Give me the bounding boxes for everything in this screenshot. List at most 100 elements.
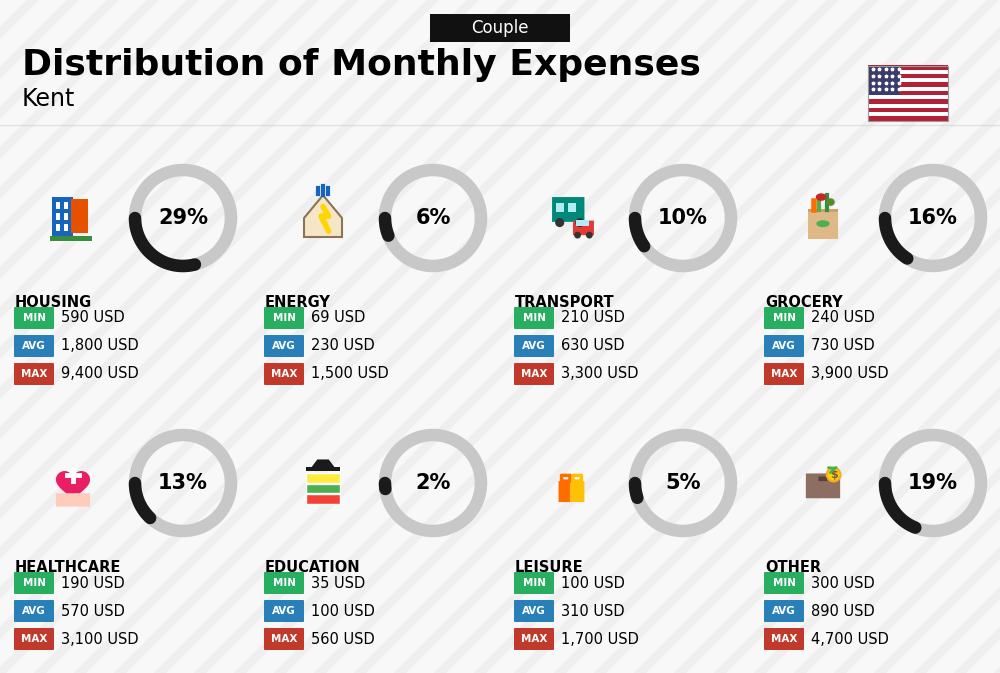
FancyBboxPatch shape <box>868 73 948 78</box>
Text: AVG: AVG <box>522 606 546 616</box>
Text: MIN: MIN <box>22 578 46 588</box>
FancyBboxPatch shape <box>570 481 584 502</box>
Text: 3,900 USD: 3,900 USD <box>811 367 889 382</box>
Text: MAX: MAX <box>521 369 547 379</box>
Text: MIN: MIN <box>522 578 546 588</box>
Text: AVG: AVG <box>272 341 296 351</box>
Text: 730 USD: 730 USD <box>811 339 875 353</box>
Text: 230 USD: 230 USD <box>311 339 375 353</box>
Text: MIN: MIN <box>772 313 796 323</box>
Circle shape <box>827 468 840 481</box>
Text: $: $ <box>830 470 838 480</box>
FancyBboxPatch shape <box>868 95 948 100</box>
Text: MIN: MIN <box>522 313 546 323</box>
FancyBboxPatch shape <box>764 363 804 385</box>
Text: OTHER: OTHER <box>765 560 821 575</box>
Text: HEALTHCARE: HEALTHCARE <box>15 560 121 575</box>
Text: 35 USD: 35 USD <box>311 575 365 590</box>
FancyBboxPatch shape <box>264 363 304 385</box>
FancyBboxPatch shape <box>306 473 340 483</box>
FancyBboxPatch shape <box>52 197 73 239</box>
FancyBboxPatch shape <box>868 90 948 95</box>
Text: 560 USD: 560 USD <box>311 631 375 647</box>
Text: MIN: MIN <box>772 578 796 588</box>
Text: 13%: 13% <box>158 473 208 493</box>
Text: AVG: AVG <box>772 606 796 616</box>
FancyBboxPatch shape <box>14 572 54 594</box>
FancyBboxPatch shape <box>868 107 948 112</box>
Text: 630 USD: 630 USD <box>561 339 625 353</box>
FancyBboxPatch shape <box>868 112 948 116</box>
Text: AVG: AVG <box>772 341 796 351</box>
Text: 10%: 10% <box>658 208 708 228</box>
FancyBboxPatch shape <box>514 335 554 357</box>
FancyBboxPatch shape <box>764 335 804 357</box>
Text: MAX: MAX <box>21 634 47 644</box>
FancyBboxPatch shape <box>64 225 68 232</box>
FancyBboxPatch shape <box>306 495 340 504</box>
FancyBboxPatch shape <box>264 628 304 650</box>
Text: EDUCATION: EDUCATION <box>265 560 361 575</box>
FancyBboxPatch shape <box>264 307 304 329</box>
FancyBboxPatch shape <box>868 99 948 104</box>
FancyBboxPatch shape <box>264 572 304 594</box>
Text: MAX: MAX <box>771 634 797 644</box>
FancyBboxPatch shape <box>552 197 584 222</box>
Text: AVG: AVG <box>22 341 46 351</box>
FancyBboxPatch shape <box>514 628 554 650</box>
FancyBboxPatch shape <box>306 484 340 493</box>
Text: 300 USD: 300 USD <box>811 575 875 590</box>
FancyBboxPatch shape <box>56 202 60 209</box>
Text: 69 USD: 69 USD <box>311 310 365 326</box>
Text: 310 USD: 310 USD <box>561 604 625 618</box>
Ellipse shape <box>816 193 826 201</box>
Text: 100 USD: 100 USD <box>311 604 375 618</box>
Text: GROCERY: GROCERY <box>765 295 843 310</box>
FancyBboxPatch shape <box>14 363 54 385</box>
Text: MIN: MIN <box>272 578 296 588</box>
Text: MAX: MAX <box>271 634 297 644</box>
FancyBboxPatch shape <box>514 363 554 385</box>
Ellipse shape <box>816 220 830 227</box>
FancyBboxPatch shape <box>64 213 68 220</box>
Text: 3,300 USD: 3,300 USD <box>561 367 639 382</box>
FancyBboxPatch shape <box>868 86 948 91</box>
Circle shape <box>574 232 581 238</box>
FancyBboxPatch shape <box>808 209 838 212</box>
FancyBboxPatch shape <box>868 65 900 95</box>
FancyBboxPatch shape <box>430 14 570 42</box>
Text: 19%: 19% <box>908 473 958 493</box>
Text: 210 USD: 210 USD <box>561 310 625 326</box>
Polygon shape <box>56 471 90 502</box>
FancyBboxPatch shape <box>764 628 804 650</box>
FancyBboxPatch shape <box>559 481 573 502</box>
FancyBboxPatch shape <box>868 82 948 87</box>
FancyBboxPatch shape <box>14 600 54 622</box>
Polygon shape <box>312 460 334 467</box>
Text: AVG: AVG <box>272 606 296 616</box>
Circle shape <box>555 218 564 227</box>
FancyBboxPatch shape <box>764 572 804 594</box>
FancyBboxPatch shape <box>868 65 948 70</box>
FancyBboxPatch shape <box>568 203 576 212</box>
Text: 5%: 5% <box>665 473 701 493</box>
Text: AVG: AVG <box>522 341 546 351</box>
Text: 4,700 USD: 4,700 USD <box>811 631 889 647</box>
Text: MAX: MAX <box>21 369 47 379</box>
Text: 590 USD: 590 USD <box>61 310 125 326</box>
FancyBboxPatch shape <box>264 600 304 622</box>
FancyBboxPatch shape <box>764 600 804 622</box>
FancyBboxPatch shape <box>306 467 340 471</box>
FancyBboxPatch shape <box>514 572 554 594</box>
FancyBboxPatch shape <box>808 211 838 239</box>
Text: 570 USD: 570 USD <box>61 604 125 618</box>
FancyBboxPatch shape <box>576 219 589 226</box>
Text: 6%: 6% <box>415 208 451 228</box>
Polygon shape <box>304 195 342 237</box>
FancyBboxPatch shape <box>14 335 54 357</box>
Text: 190 USD: 190 USD <box>61 575 125 590</box>
Circle shape <box>586 232 593 238</box>
Text: LEISURE: LEISURE <box>515 560 584 575</box>
FancyBboxPatch shape <box>64 202 68 209</box>
FancyBboxPatch shape <box>573 221 594 235</box>
